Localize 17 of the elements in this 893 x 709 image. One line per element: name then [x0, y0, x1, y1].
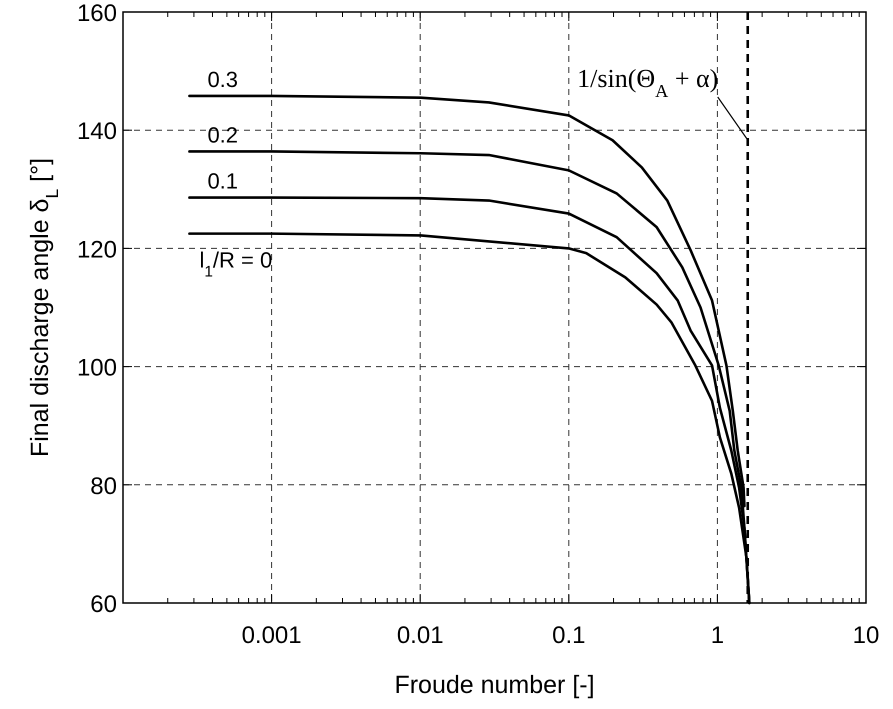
series-label: l$_{1}$/R = 0 [199, 248, 272, 280]
series-label: 0.3 [207, 66, 238, 92]
ref-line-label: 1/sin(Θ$_{A}$ + α) [577, 64, 718, 101]
x-tick-label: 0.1 [552, 622, 586, 649]
y-tick-label: 80 [90, 472, 117, 500]
y-tick-label: 100 [76, 354, 117, 382]
x-tick-label: 0.01 [396, 622, 444, 649]
y-tick-label: 120 [76, 236, 117, 264]
series-label: 0.1 [207, 168, 238, 194]
y-tick-label: 140 [76, 118, 117, 146]
y-tick-label: 160 [76, 0, 117, 27]
x-tick-label: 1 [710, 622, 724, 649]
series-label: 0.2 [207, 122, 238, 148]
x-tick-label: 10 [852, 622, 880, 649]
x-axis-title: Froude number [-] [394, 671, 595, 699]
y-tick-label: 60 [90, 591, 117, 618]
x-tick-label: 0.001 [242, 622, 302, 649]
